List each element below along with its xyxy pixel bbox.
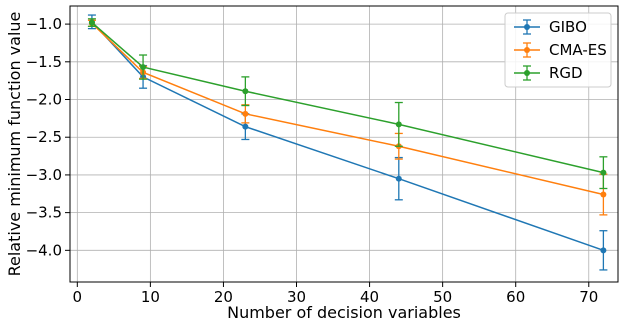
series-layer (87, 14, 608, 271)
gibo-point (242, 123, 249, 130)
legend-box (504, 12, 612, 88)
x-axis-label: Number of decision variables (227, 303, 461, 322)
cma-es-point (242, 110, 249, 117)
legend-rgd-marker (524, 70, 530, 76)
x-tick-label: 20 (214, 288, 233, 306)
x-tick-label: 60 (506, 288, 525, 306)
rgd-point (242, 88, 249, 95)
x-tick-label: 70 (579, 288, 598, 306)
gibo-point (600, 247, 607, 254)
y-tick-label: −1.0 (26, 15, 62, 33)
x-tick-label: 50 (433, 288, 452, 306)
y-axis-label: Relative minimum function value (5, 12, 24, 277)
rgd-point (395, 121, 402, 128)
plot-frame (69, 5, 619, 283)
x-tick-label: 0 (73, 288, 83, 306)
rgd-point (600, 169, 607, 176)
y-tick-label: −3.5 (26, 204, 62, 222)
x-tick-label: 10 (141, 288, 160, 306)
legend-cma-es-marker (524, 47, 530, 53)
y-tick-label: −4.0 (26, 241, 62, 259)
y-tick-label: −2.5 (26, 128, 62, 146)
y-tick-label: −3.0 (26, 166, 62, 184)
legend: GIBO CMA-ES RGD (504, 12, 612, 88)
y-tick-label: −1.5 (26, 53, 62, 71)
x-tick-label: 40 (360, 288, 379, 306)
axis-ticks: 0 10 20 30 40 50 60 70 −1.0 −1.5 −2.0 −2.5 −3.0 −3.5 −… (26, 15, 599, 306)
gibo-point (395, 175, 402, 182)
cma-es-point (600, 191, 607, 198)
legend-gibo-label: GIBO (549, 18, 587, 36)
series-rgd (87, 18, 608, 190)
legend-gibo-marker (524, 24, 530, 30)
rgd-point (140, 64, 147, 71)
rgd-point (88, 19, 95, 26)
x-tick-label: 30 (287, 288, 306, 306)
y-tick-label: −2.0 (26, 91, 62, 109)
legend-rgd-label: RGD (549, 64, 583, 82)
legend-cma-es-label: CMA-ES (549, 41, 607, 59)
